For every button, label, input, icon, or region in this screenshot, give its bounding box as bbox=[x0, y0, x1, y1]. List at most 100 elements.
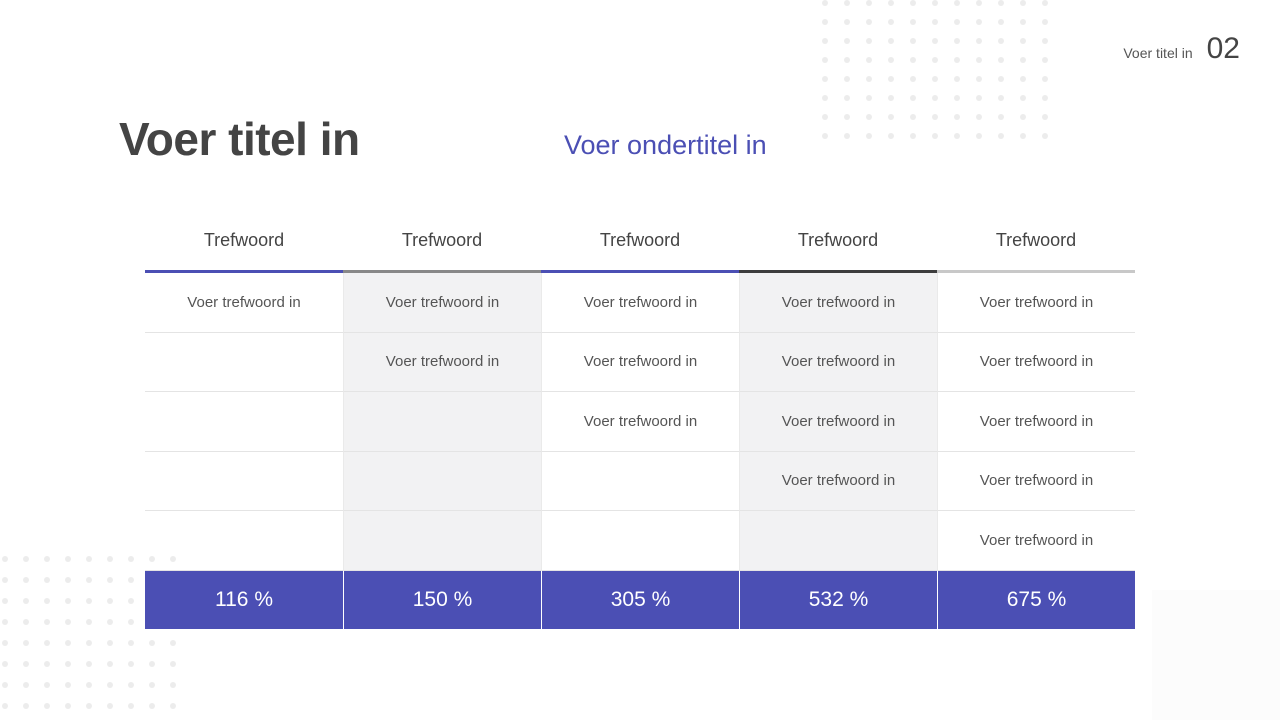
dot bbox=[128, 577, 134, 583]
dot bbox=[844, 0, 850, 6]
dot bbox=[44, 619, 50, 625]
keyword-table: Trefwoord Voer trefwoord in Trefwoord Voer … bbox=[145, 210, 1135, 629]
dot bbox=[128, 556, 134, 562]
dot bbox=[23, 619, 29, 625]
dot bbox=[910, 38, 916, 44]
dot bbox=[2, 619, 8, 625]
table-column: Trefwoord Voer trefwoord in Voer trefwoord… bbox=[937, 210, 1135, 571]
dot bbox=[149, 703, 155, 709]
dot bbox=[128, 640, 134, 646]
dot bbox=[954, 57, 960, 63]
dot bbox=[1020, 76, 1026, 82]
column-header: Trefwoord bbox=[739, 210, 937, 273]
dot bbox=[23, 682, 29, 688]
dot bbox=[888, 95, 894, 101]
table-column: Trefwoord Voer trefwoord in Voer trefwoord… bbox=[343, 210, 541, 571]
dot bbox=[954, 0, 960, 6]
table-cell bbox=[343, 511, 541, 571]
dot bbox=[65, 619, 71, 625]
dot bbox=[866, 133, 872, 139]
dot bbox=[149, 661, 155, 667]
table-cell: Voer trefwoord in bbox=[541, 392, 739, 452]
dot bbox=[976, 76, 982, 82]
dot bbox=[86, 619, 92, 625]
table-cell: Voer trefwoord in bbox=[937, 273, 1135, 333]
dot bbox=[149, 556, 155, 562]
table-cell bbox=[343, 451, 541, 511]
total-percentage: 116 % bbox=[145, 570, 343, 629]
dot bbox=[888, 133, 894, 139]
dot bbox=[107, 661, 113, 667]
table-cell: Voer trefwoord in bbox=[937, 511, 1135, 571]
dot bbox=[170, 640, 176, 646]
dot bbox=[976, 114, 982, 120]
dot bbox=[86, 577, 92, 583]
dot bbox=[65, 640, 71, 646]
dot bbox=[44, 577, 50, 583]
dot bbox=[1020, 38, 1026, 44]
column-header: Trefwoord bbox=[145, 210, 343, 273]
dot bbox=[822, 114, 828, 120]
dot bbox=[2, 661, 8, 667]
dot bbox=[2, 640, 8, 646]
dot bbox=[1042, 57, 1048, 63]
dot bbox=[44, 556, 50, 562]
dot bbox=[2, 556, 8, 562]
dot bbox=[1042, 38, 1048, 44]
dot bbox=[44, 598, 50, 604]
dot bbox=[888, 57, 894, 63]
table-cell bbox=[145, 333, 343, 392]
dot bbox=[1020, 114, 1026, 120]
dot bbox=[170, 682, 176, 688]
table-cell: Voer trefwoord in bbox=[937, 332, 1135, 392]
dot bbox=[866, 95, 872, 101]
dot bbox=[954, 19, 960, 25]
dot bbox=[976, 0, 982, 6]
dot bbox=[932, 38, 938, 44]
table-cell: Voer trefwoord in bbox=[541, 273, 739, 333]
dot bbox=[170, 703, 176, 709]
dot bbox=[1042, 0, 1048, 6]
dot bbox=[998, 95, 1004, 101]
table-cell: Voer trefwoord in bbox=[937, 451, 1135, 511]
dot bbox=[822, 19, 828, 25]
dot bbox=[23, 703, 29, 709]
total-percentage: 532 % bbox=[739, 570, 937, 629]
decorative-corner bbox=[1152, 590, 1280, 720]
column-header: Trefwoord bbox=[541, 210, 739, 273]
dot bbox=[128, 703, 134, 709]
dot bbox=[23, 598, 29, 604]
dot bbox=[170, 556, 176, 562]
dot bbox=[1042, 76, 1048, 82]
dot bbox=[954, 133, 960, 139]
dot bbox=[932, 19, 938, 25]
dot bbox=[822, 0, 828, 6]
dot bbox=[128, 619, 134, 625]
dot bbox=[65, 556, 71, 562]
table-cell bbox=[145, 511, 343, 571]
dot bbox=[1042, 114, 1048, 120]
dot bbox=[2, 682, 8, 688]
dot bbox=[23, 640, 29, 646]
dot bbox=[107, 619, 113, 625]
dot bbox=[844, 114, 850, 120]
dot bbox=[866, 57, 872, 63]
dot bbox=[932, 114, 938, 120]
dot bbox=[65, 598, 71, 604]
dot bbox=[822, 57, 828, 63]
dot bbox=[1020, 0, 1026, 6]
dot bbox=[888, 76, 894, 82]
table-cell: Voer trefwoord in bbox=[739, 451, 937, 511]
dot bbox=[998, 19, 1004, 25]
dot bbox=[954, 38, 960, 44]
dot bbox=[844, 76, 850, 82]
dot bbox=[822, 95, 828, 101]
dot bbox=[954, 95, 960, 101]
dot bbox=[86, 661, 92, 667]
slide-header: Voer titel in 02 bbox=[1123, 32, 1240, 66]
dot bbox=[107, 577, 113, 583]
dot bbox=[910, 0, 916, 6]
dot bbox=[2, 598, 8, 604]
table-column: Trefwoord Voer trefwoord in Voer trefwoord… bbox=[541, 210, 739, 571]
dot bbox=[976, 133, 982, 139]
